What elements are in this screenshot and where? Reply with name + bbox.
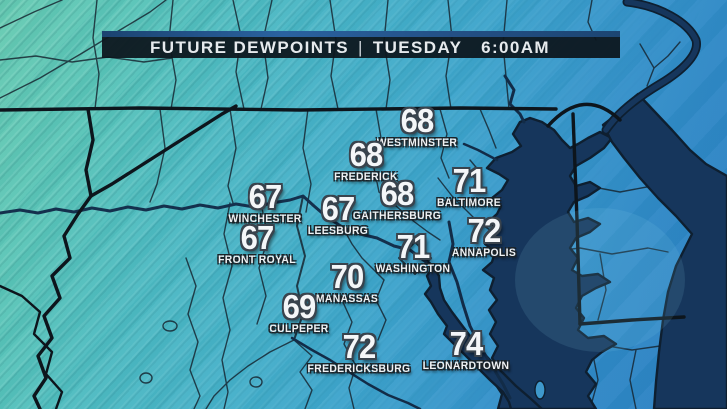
city-dewpoint-station: 72 FREDERICKSBURG	[307, 328, 411, 376]
city-name-label: WINCHESTER	[228, 213, 302, 226]
rivers	[0, 0, 701, 409]
city-dewpoint-station: 71 BALTIMORE	[436, 162, 502, 210]
dewpoint-value: 69	[282, 288, 317, 326]
delaware-river	[603, 0, 700, 133]
forecast-day: TUESDAY	[372, 37, 463, 57]
west-virginia-border	[84, 107, 95, 198]
dewpoint-value: 70	[330, 258, 365, 296]
dewpoint-value: 72	[467, 212, 502, 250]
titlebar-main: FUTURE DEWPOINTS | TUESDAY 6:00AM	[102, 37, 620, 58]
virginia-ridge-border	[0, 284, 64, 409]
water-bodies	[423, 92, 727, 409]
city-name-label: WASHINGTON	[375, 263, 451, 276]
dewpoint-value: 72	[342, 328, 377, 366]
program-title: FUTURE DEWPOINTS	[150, 37, 350, 57]
titlebar-text-group: FUTURE DEWPOINTS | TUESDAY	[150, 38, 462, 58]
delaware-arc-border	[546, 102, 622, 128]
dewpoint-value: 67	[240, 219, 275, 257]
city-dewpoint-station: 67 LEESBURG	[307, 190, 369, 238]
map-accents	[515, 208, 685, 400]
titlebar: FUTURE DEWPOINTS | TUESDAY 6:00AM	[102, 31, 620, 58]
city-dewpoint-station: 68 GAITHERSBURG	[352, 175, 442, 223]
city-dewpoint-station: 74 LEONARDTOWN	[422, 325, 510, 373]
city-name-label: BALTIMORE	[436, 197, 502, 210]
city-dewpoint-station: 68 WESTMINSTER	[376, 102, 458, 150]
dewpoint-value: 67	[321, 190, 356, 228]
city-dewpoint-station: 72 ANNAPOLIS	[451, 212, 517, 260]
dewpoint-value: 71	[396, 228, 431, 266]
city-dewpoint-station: 70 MANASSAS	[315, 258, 379, 306]
city-name-label: MANASSAS	[315, 293, 379, 306]
dewpoint-value: 68	[400, 102, 435, 140]
rappahannock-river	[290, 336, 422, 409]
upper-potomac-river	[0, 194, 428, 264]
chesapeake-bay	[481, 116, 618, 409]
city-name-label: ANNAPOLIS	[451, 247, 517, 260]
dewpoint-value: 68	[380, 175, 415, 213]
city-dewpoint-station: 67 FRONT ROYAL	[218, 219, 296, 267]
delaware-bay-and-atlantic	[601, 92, 727, 409]
potomac-river	[423, 258, 544, 409]
west-virginia-border-south	[32, 194, 93, 409]
titlebar-accent-strip	[102, 31, 620, 37]
mason-dixon-line	[0, 106, 558, 112]
city-name-label: FREDERICK	[334, 171, 398, 184]
city-name-label: LEONARDTOWN	[422, 360, 510, 373]
patuxent-river	[447, 220, 512, 400]
susquehanna-river	[503, 74, 526, 124]
city-name-label: WESTMINSTER	[376, 137, 458, 150]
dewpoint-value: 67	[248, 178, 283, 216]
city-dewpoint-station: 69 CULPEPER	[269, 288, 329, 336]
city-dewpoint-station: 71 WASHINGTON	[375, 228, 451, 276]
dewpoint-value: 74	[449, 325, 484, 363]
dewpoint-value: 68	[349, 136, 384, 174]
transpeninsular-line	[578, 315, 686, 326]
title-separator: |	[358, 37, 364, 57]
city-name-label: CULPEPER	[269, 323, 329, 336]
city-name-label: GAITHERSBURG	[352, 210, 442, 223]
state-boundaries	[0, 102, 686, 409]
blue-ridge-border	[89, 104, 238, 198]
patapsco-river	[462, 142, 499, 162]
maryland-delaware-border	[571, 112, 582, 326]
city-name-label: LEESBURG	[307, 225, 369, 238]
city-dewpoint-station: 68 FREDERICK	[334, 136, 398, 184]
city-name-label: FREDERICKSBURG	[307, 363, 411, 376]
city-name-label: FRONT ROYAL	[218, 254, 296, 267]
forecast-time: 6:00AM	[481, 37, 550, 57]
dewpoint-value: 71	[452, 162, 487, 200]
city-dewpoint-station: 67 WINCHESTER	[228, 178, 302, 226]
